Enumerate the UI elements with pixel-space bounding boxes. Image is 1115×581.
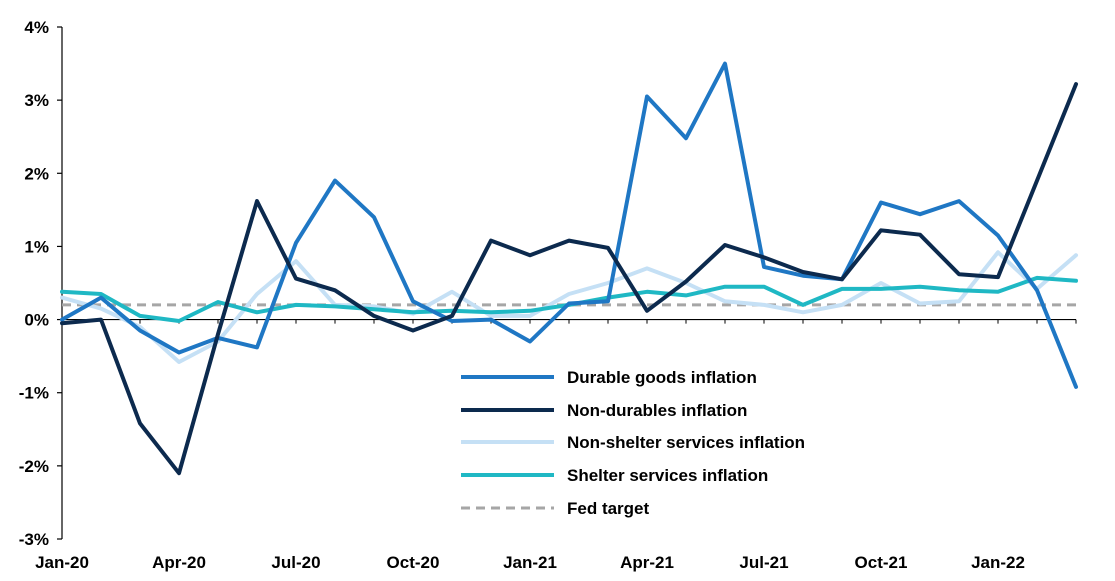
legend-label-shelter-services-inflation: Shelter services inflation (567, 466, 768, 485)
y-tick-label: 2% (24, 164, 49, 183)
y-tick-label: -1% (19, 384, 49, 403)
x-tick-label: Jul-21 (739, 553, 788, 572)
y-tick-label: 1% (24, 237, 49, 256)
series-line-durable-goods-inflation (60, 61, 1078, 389)
y-tick-label: -3% (19, 530, 49, 549)
y-tick-label: 4% (24, 18, 49, 37)
series-line-non-shelter-services-inflation (60, 250, 1078, 364)
x-tick-label: Oct-21 (855, 553, 908, 572)
x-tick-label: Jan-22 (971, 553, 1025, 572)
legend-label-fed-target: Fed target (567, 499, 650, 518)
legend: Durable goods inflation Non-durables infl… (461, 368, 805, 518)
y-tick-label: 0% (24, 311, 49, 330)
series-lines (60, 61, 1078, 476)
axes (57, 26, 1077, 540)
x-tick-label: Oct-20 (387, 553, 440, 572)
x-tick-label: Jul-20 (271, 553, 320, 572)
legend-label-durable-goods-inflation: Durable goods inflation (567, 368, 757, 387)
x-tick-label: Apr-21 (620, 553, 674, 572)
x-tick-label: Apr-20 (152, 553, 206, 572)
y-tick-label: 3% (24, 91, 49, 110)
x-tick-label: Jan-20 (35, 553, 89, 572)
legend-label-non-durables-inflation: Non-durables inflation (567, 401, 747, 420)
y-tick-label: -2% (19, 457, 49, 476)
tick-labels: 4% 3% 2% 1% 0% -1% -2% -3% Jan-20 Apr-20 Jul-20 Oct… (19, 18, 1025, 572)
series-line-shelter-services-inflation (60, 275, 1078, 323)
x-tick-label: Jan-21 (503, 553, 557, 572)
legend-label-non-shelter-services-inflation: Non-shelter services inflation (567, 433, 805, 452)
series-line-non-durables-inflation (60, 82, 1078, 476)
